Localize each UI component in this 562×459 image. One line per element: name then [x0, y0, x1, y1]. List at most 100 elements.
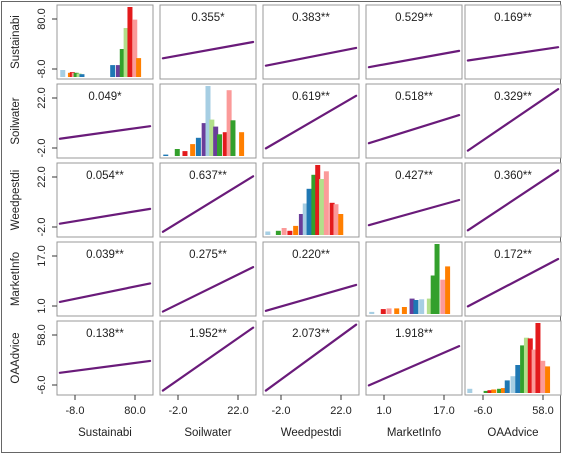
y-tick-label: 1.0 [36, 298, 48, 313]
histogram-bar [73, 72, 79, 77]
x-variable-label: Weedpestdi [281, 427, 342, 439]
regression-line [367, 49, 461, 69]
histogram-bar [540, 360, 546, 393]
histogram-bar [409, 298, 415, 314]
histogram-bar [76, 73, 82, 77]
correlation-label: 0.054** [86, 170, 124, 182]
panel-r1-c5: 0.169** [464, 4, 562, 80]
x-variable-label: MarketInfo [387, 427, 441, 439]
histogram-bar [201, 123, 207, 156]
histogram-bar [174, 149, 180, 156]
panel-r3-c4: 0.427** [365, 162, 463, 238]
histogram-bar [213, 126, 219, 156]
panel-r5-c5 [464, 320, 562, 396]
histogram-bar [504, 380, 510, 393]
correlation-label: 0.039** [86, 249, 124, 261]
panel-r3-c1: 0.054** [56, 162, 154, 238]
panel-r4-c5: 0.172** [464, 241, 562, 317]
histogram-bar [419, 299, 425, 314]
correlation-label: 0.049* [88, 91, 122, 103]
panel-grid: 0.355* 0.383** 0.529** 0.169** 0.049* 0.619**… [56, 4, 562, 396]
histogram-bar [222, 132, 228, 156]
panel-r4-c1: 0.039** [56, 241, 154, 317]
correlation-label: 0.619** [292, 91, 330, 103]
panel-border [56, 162, 154, 238]
regression-line [58, 207, 152, 225]
panel-r2-c3: 0.619** [262, 83, 360, 159]
regression-line [264, 283, 358, 312]
x-tick-label: 17.0 [433, 405, 454, 417]
regression-line [58, 282, 152, 304]
x-variable-label: Sustainabi [78, 427, 132, 439]
y-variable-label: MarketInfo [10, 252, 22, 306]
panel-r3-c3 [262, 162, 360, 238]
x-tick-label: 58.0 [532, 405, 553, 417]
correlation-label: 0.329** [494, 91, 532, 103]
y-tick-label: 22.0 [36, 166, 48, 187]
panel-border [262, 4, 360, 80]
correlation-label: 0.172** [494, 249, 532, 261]
y-tick-label: -8.0 [36, 60, 48, 79]
panel-border [464, 4, 562, 80]
histogram-bar [115, 65, 121, 77]
panel-r2-c4: 0.518** [365, 83, 463, 159]
histogram-bar [306, 188, 312, 235]
histogram-bar [136, 58, 142, 77]
histogram-bar [119, 49, 125, 77]
histogram-bar [491, 389, 497, 393]
regression-line [367, 345, 461, 387]
panel-border [365, 83, 463, 159]
correlation-label: 1.952** [189, 328, 227, 340]
y-tick-label: 58.0 [36, 324, 48, 345]
panel-border [365, 4, 463, 80]
histogram-bar [380, 309, 386, 314]
correlation-label: 1.918** [395, 328, 433, 340]
panel-border [365, 162, 463, 238]
histogram-bar [527, 338, 533, 393]
correlation-label: 0.275** [189, 249, 227, 261]
histogram-bar [497, 388, 503, 393]
x-variable-label: Soilwater [184, 427, 231, 439]
histogram-bar [483, 390, 489, 393]
y-tick-label: -6.0 [36, 376, 48, 395]
correlation-label: 0.637** [189, 170, 227, 182]
panel-r5-c3: 2.073** [262, 320, 360, 396]
correlation-label: 2.073** [292, 328, 330, 340]
correlation-label: 0.529** [395, 12, 433, 24]
panel-r1-c4: 0.529** [365, 4, 463, 80]
regression-line [264, 323, 358, 392]
histogram-bar [315, 165, 321, 235]
regression-line [58, 359, 152, 374]
panel-r1-c2: 0.355* [159, 4, 257, 80]
histogram-bar [329, 202, 335, 235]
histogram-bar [531, 349, 537, 393]
x-tick-label: 22.0 [227, 405, 248, 417]
panel-border [365, 320, 463, 396]
histogram-bar [440, 279, 446, 314]
histogram-bar [217, 134, 223, 156]
histogram-bar [281, 228, 287, 235]
histogram-bar [230, 120, 236, 156]
panel-r5-c4: 1.918** [365, 320, 463, 396]
regression-line [466, 169, 560, 232]
histogram-bar [510, 376, 516, 393]
regression-line [161, 175, 255, 233]
histogram-bar [302, 203, 308, 235]
panel-border [262, 241, 360, 317]
histogram-bar [333, 204, 339, 235]
histogram-bar [190, 144, 196, 156]
x-tick-label: 1.0 [376, 405, 391, 417]
histogram-bar [515, 365, 521, 393]
correlation-label: 0.518** [395, 91, 433, 103]
panel-r3-c2: 0.637** [159, 162, 257, 238]
y-variable-label: Soilwater [10, 97, 22, 144]
panel-r2-c5: 0.329** [464, 83, 562, 159]
histogram-bar [311, 174, 317, 235]
x-tick-label: -2.0 [169, 405, 188, 417]
regression-line [367, 198, 461, 227]
histogram-bar [209, 119, 215, 156]
histogram-bar [287, 230, 293, 235]
histogram-bar [520, 345, 526, 393]
histogram-bar [132, 19, 138, 78]
histogram-bar [445, 266, 451, 314]
